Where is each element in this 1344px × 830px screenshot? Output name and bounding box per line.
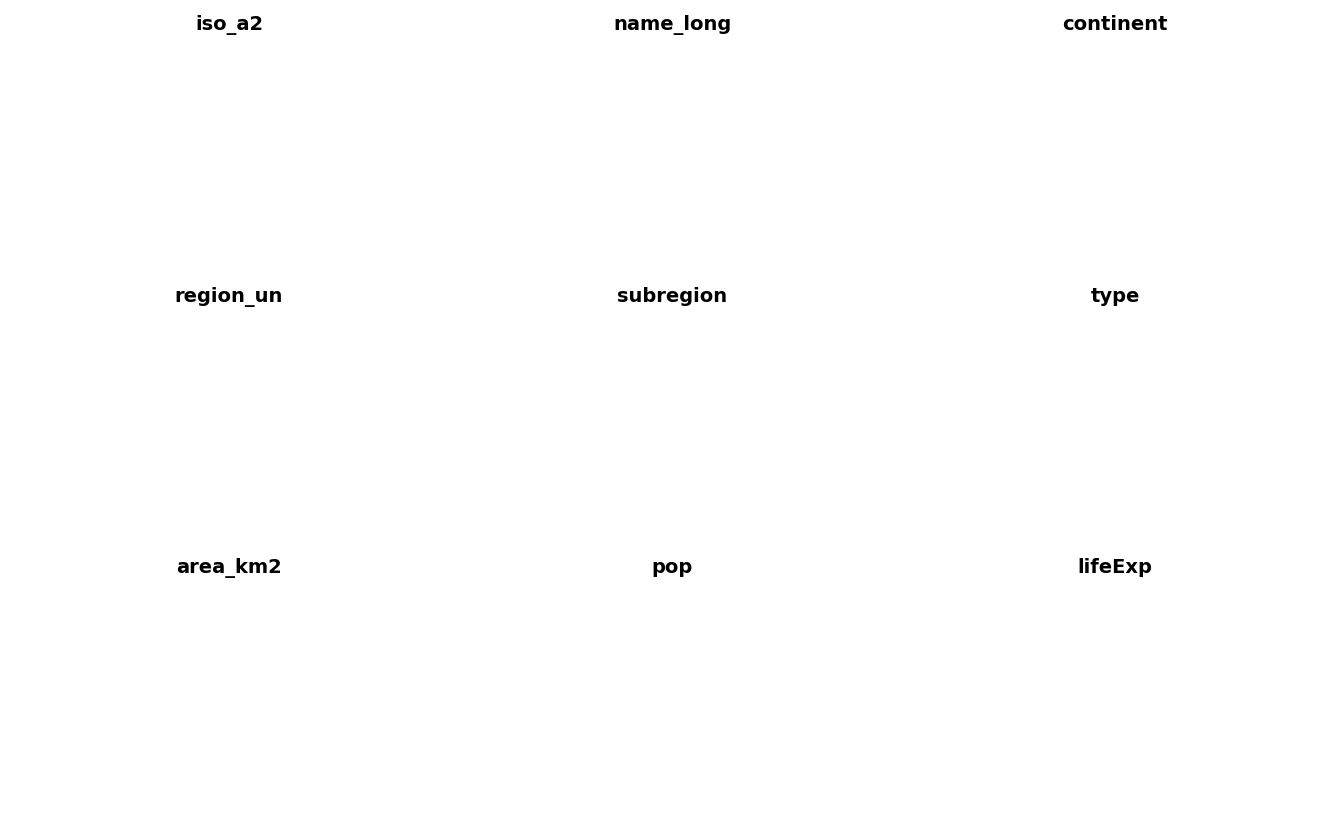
Title: area_km2: area_km2 [176,559,282,579]
Title: lifeExp: lifeExp [1078,559,1152,578]
Title: type: type [1090,286,1140,305]
Title: subregion: subregion [617,286,727,305]
Title: continent: continent [1062,15,1168,34]
Title: region_un: region_un [175,286,284,306]
Title: name_long: name_long [613,15,731,35]
Title: pop: pop [652,559,692,578]
Title: iso_a2: iso_a2 [195,15,263,35]
